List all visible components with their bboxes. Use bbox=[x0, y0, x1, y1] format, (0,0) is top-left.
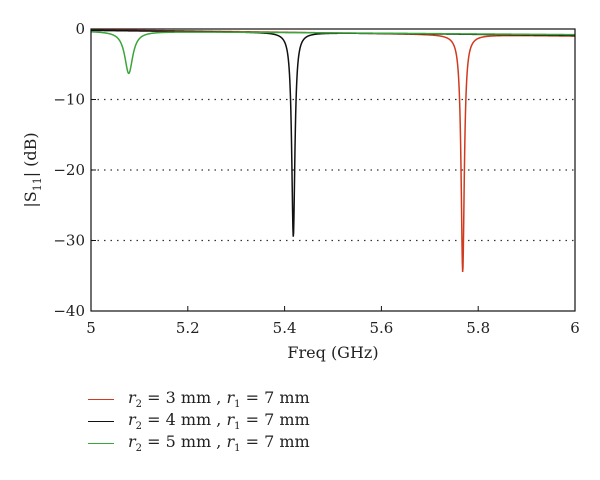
legend-swatch-red bbox=[88, 398, 114, 400]
y-tick-label: −30 bbox=[53, 232, 85, 250]
x-tick-label: 6 bbox=[570, 319, 580, 337]
legend-label: r2 = 5 mm , r1 = 7 mm bbox=[128, 431, 310, 455]
x-tick-label: 5.2 bbox=[176, 319, 200, 337]
legend: r2 = 3 mm , r1 = 7 mm r2 = 4 mm , r1 = 7… bbox=[88, 388, 310, 454]
x-tick-label: 5.6 bbox=[369, 319, 393, 337]
legend-label: r2 = 4 mm , r1 = 7 mm bbox=[128, 409, 310, 433]
gridlines bbox=[91, 98, 575, 242]
y-tick-label: −20 bbox=[53, 161, 85, 179]
y-axis-label: |S11| (dB) bbox=[21, 132, 44, 207]
x-tick-label: 5.8 bbox=[466, 319, 490, 337]
series-layer bbox=[90, 28, 575, 272]
y-tick-label: −10 bbox=[53, 91, 85, 109]
axis-ticks: 5 5.2 5.4 5.6 5.8 6 0 −10 −20 −30 −40 bbox=[53, 20, 579, 337]
y-tick-label: 0 bbox=[75, 20, 85, 38]
series-line-3 bbox=[90, 31, 575, 75]
series-line-1 bbox=[90, 28, 575, 272]
series-line-2 bbox=[91, 29, 575, 237]
legend-swatch-black bbox=[88, 420, 114, 422]
x-axis-label: Freq (GHz) bbox=[287, 343, 378, 362]
legend-item-r2-4mm: r2 = 4 mm , r1 = 7 mm bbox=[88, 410, 310, 432]
legend-item-r2-3mm: r2 = 3 mm , r1 = 7 mm bbox=[88, 388, 310, 410]
x-tick-label: 5.4 bbox=[273, 319, 297, 337]
legend-swatch-green bbox=[88, 442, 114, 444]
legend-label: r2 = 3 mm , r1 = 7 mm bbox=[128, 387, 310, 411]
y-tick-label: −40 bbox=[53, 302, 85, 320]
x-tick-label: 5 bbox=[86, 319, 96, 337]
legend-item-r2-5mm: r2 = 5 mm , r1 = 7 mm bbox=[88, 432, 310, 454]
s11-chart: 5 5.2 5.4 5.6 5.8 6 0 −10 −20 −30 −40 Freq (GHz) |… bbox=[21, 20, 580, 362]
